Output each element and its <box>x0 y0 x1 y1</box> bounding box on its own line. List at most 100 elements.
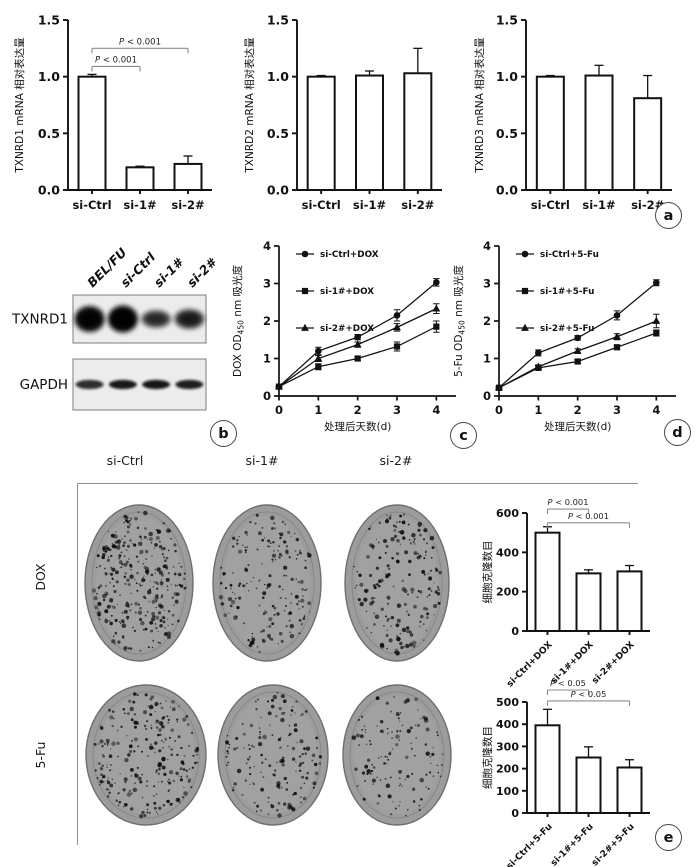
column-header-si-2: si-2# <box>379 453 413 468</box>
svg-text:si-Ctrl+5-Fu: si-Ctrl+5-Fu <box>540 250 599 260</box>
svg-text:si-1#: si-1# <box>123 198 156 212</box>
panel-e-box-left-border <box>77 483 78 845</box>
svg-text:0.0: 0.0 <box>496 183 518 198</box>
panel-e-letter: e <box>663 829 674 846</box>
svg-text:0: 0 <box>511 625 519 638</box>
svg-text:si-2#: si-2# <box>401 198 434 212</box>
svg-text:3: 3 <box>483 277 491 291</box>
svg-text:P < 0.001: P < 0.001 <box>119 37 161 47</box>
svg-text:0.0: 0.0 <box>38 183 60 198</box>
panel-c-letter: c <box>459 427 468 444</box>
svg-text:4: 4 <box>432 403 440 417</box>
svg-text:400: 400 <box>496 718 519 731</box>
svg-text:0: 0 <box>511 807 519 820</box>
svg-text:DOX OD450 nm 吸光度: DOX OD450 nm 吸光度 <box>231 264 246 377</box>
svg-text:si-1#+DOX: si-1#+DOX <box>320 287 374 297</box>
svg-text:1.5: 1.5 <box>267 13 289 28</box>
svg-text:5-Fu OD450 nm 吸光度: 5-Fu OD450 nm 吸光度 <box>452 265 467 377</box>
svg-text:细胞克隆数目: 细胞克隆数目 <box>481 541 494 604</box>
txnrd1-mrna-bar-chart: 0.0 0.5 1.0 1.5 TXNRD1 mRNA 相对表达量 si-Ctrl si-1… <box>13 13 212 212</box>
svg-text:si-Ctrl+5-Fu: si-Ctrl+5-Fu <box>505 822 555 867</box>
svg-text:2: 2 <box>263 314 271 328</box>
svg-text:si-1#: si-1# <box>353 198 386 212</box>
svg-text:P < 0.05: P < 0.05 <box>550 678 586 688</box>
svg-text:0.5: 0.5 <box>267 126 289 141</box>
colony-dish-dox-si-ctrl <box>84 504 194 662</box>
svg-text:1.0: 1.0 <box>496 69 518 84</box>
svg-text:400: 400 <box>496 546 519 559</box>
txnrd3-mrna-bar-chart: 0.0 0.5 1.0 1.5 TXNRD3 mRNA 相对表达量 si-Ctrl si-1… <box>473 13 672 212</box>
colony-dish-5fu-si-ctrl <box>85 684 207 826</box>
dox-colony-count-bar-chart: 0200400600细胞克隆数目si-Ctrl+DOXsi-1#+DOXsi-2… <box>481 497 650 689</box>
panel-a-letter: a <box>663 207 674 224</box>
row-label-dox: DOX <box>32 563 48 591</box>
svg-text:0.5: 0.5 <box>38 126 60 141</box>
column-header-si-ctrl: si-Ctrl <box>106 453 144 468</box>
svg-text:3: 3 <box>613 403 621 417</box>
svg-text:0: 0 <box>495 403 503 417</box>
svg-text:0: 0 <box>483 389 491 403</box>
panel-b-label: b <box>210 420 237 447</box>
svg-text:0: 0 <box>275 403 283 417</box>
svg-text:TXNRD3 mRNA 相对表达量: TXNRD3 mRNA 相对表达量 <box>473 37 486 174</box>
svg-text:TXNRD1: TXNRD1 <box>11 312 68 328</box>
panel-d-label: d <box>664 419 691 446</box>
svg-text:si-2#+5-Fu: si-2#+5-Fu <box>590 822 636 867</box>
svg-text:1.5: 1.5 <box>496 13 518 28</box>
svg-text:si-2#+DOX: si-2#+DOX <box>320 324 374 334</box>
svg-text:4: 4 <box>652 403 660 417</box>
colony-dish-5fu-si-2 <box>342 684 452 826</box>
svg-text:si-1#+5-Fu: si-1#+5-Fu <box>540 287 594 297</box>
svg-text:2: 2 <box>354 403 362 417</box>
svg-text:si-Ctrl: si-Ctrl <box>72 198 111 212</box>
svg-text:si-1#+5-Fu: si-1#+5-Fu <box>549 822 595 867</box>
svg-text:3: 3 <box>393 403 401 417</box>
fu-colony-count-bar-chart: 0 100 200 300 400 500 细胞克隆数目 si-Ctrl+5-Fusi-1#+… <box>481 678 650 867</box>
svg-text:1.0: 1.0 <box>267 69 289 84</box>
svg-text:500: 500 <box>496 696 519 709</box>
svg-text:200: 200 <box>496 763 519 776</box>
svg-text:4: 4 <box>263 239 271 253</box>
svg-text:2: 2 <box>574 403 582 417</box>
colony-dish-5fu-si-1 <box>217 684 329 826</box>
svg-text:细胞克隆数目: 细胞克隆数目 <box>481 726 494 789</box>
panel-e-label: e <box>655 824 682 851</box>
svg-text:1: 1 <box>263 352 271 366</box>
svg-text:0.0: 0.0 <box>267 183 289 198</box>
panel-b-letter: b <box>218 425 229 442</box>
svg-text:si-Ctrl: si-Ctrl <box>531 198 570 212</box>
panel-d-letter: d <box>672 424 683 441</box>
column-header-si-1: si-1# <box>245 453 279 468</box>
colony-dish-dox-si-1 <box>212 504 322 662</box>
svg-text:si-2#: si-2# <box>184 254 220 290</box>
svg-text:1: 1 <box>483 352 491 366</box>
svg-text:3: 3 <box>263 277 271 291</box>
svg-text:P < 0.05: P < 0.05 <box>571 689 607 699</box>
svg-text:0.5: 0.5 <box>496 126 518 141</box>
svg-text:300: 300 <box>496 740 519 753</box>
svg-text:处理后天数(d): 处理后天数(d) <box>324 420 391 433</box>
svg-text:si-1#: si-1# <box>582 198 615 212</box>
panel-e-box-top-border <box>77 483 638 484</box>
svg-text:TXNRD1 mRNA 相对表达量: TXNRD1 mRNA 相对表达量 <box>13 37 26 174</box>
svg-text:P < 0.001: P < 0.001 <box>568 511 609 521</box>
svg-text:600: 600 <box>496 507 519 520</box>
svg-text:TXNRD2 mRNA 相对表达量: TXNRD2 mRNA 相对表达量 <box>243 37 256 174</box>
colony-dish-dox-si-2 <box>344 504 450 662</box>
svg-text:si-Ctrl+DOX: si-Ctrl+DOX <box>320 250 379 260</box>
svg-text:1.5: 1.5 <box>38 13 60 28</box>
txnrd2-mrna-bar-chart: 0.0 0.5 1.0 1.5 TXNRD2 mRNA 相对表达量 si-Ctrl si-1… <box>243 13 442 212</box>
svg-text:1: 1 <box>534 403 542 417</box>
svg-text:1: 1 <box>314 403 322 417</box>
svg-text:4: 4 <box>483 239 491 253</box>
svg-text:si-Ctrl: si-Ctrl <box>302 198 341 212</box>
svg-text:si-2#: si-2# <box>171 198 204 212</box>
svg-text:处理后天数(d): 处理后天数(d) <box>544 420 611 433</box>
svg-text:0: 0 <box>263 389 271 403</box>
row-label-5fu: 5-Fu <box>32 741 48 769</box>
svg-text:si-2#+5-Fu: si-2#+5-Fu <box>540 324 594 334</box>
panel-c-label: c <box>450 422 477 449</box>
